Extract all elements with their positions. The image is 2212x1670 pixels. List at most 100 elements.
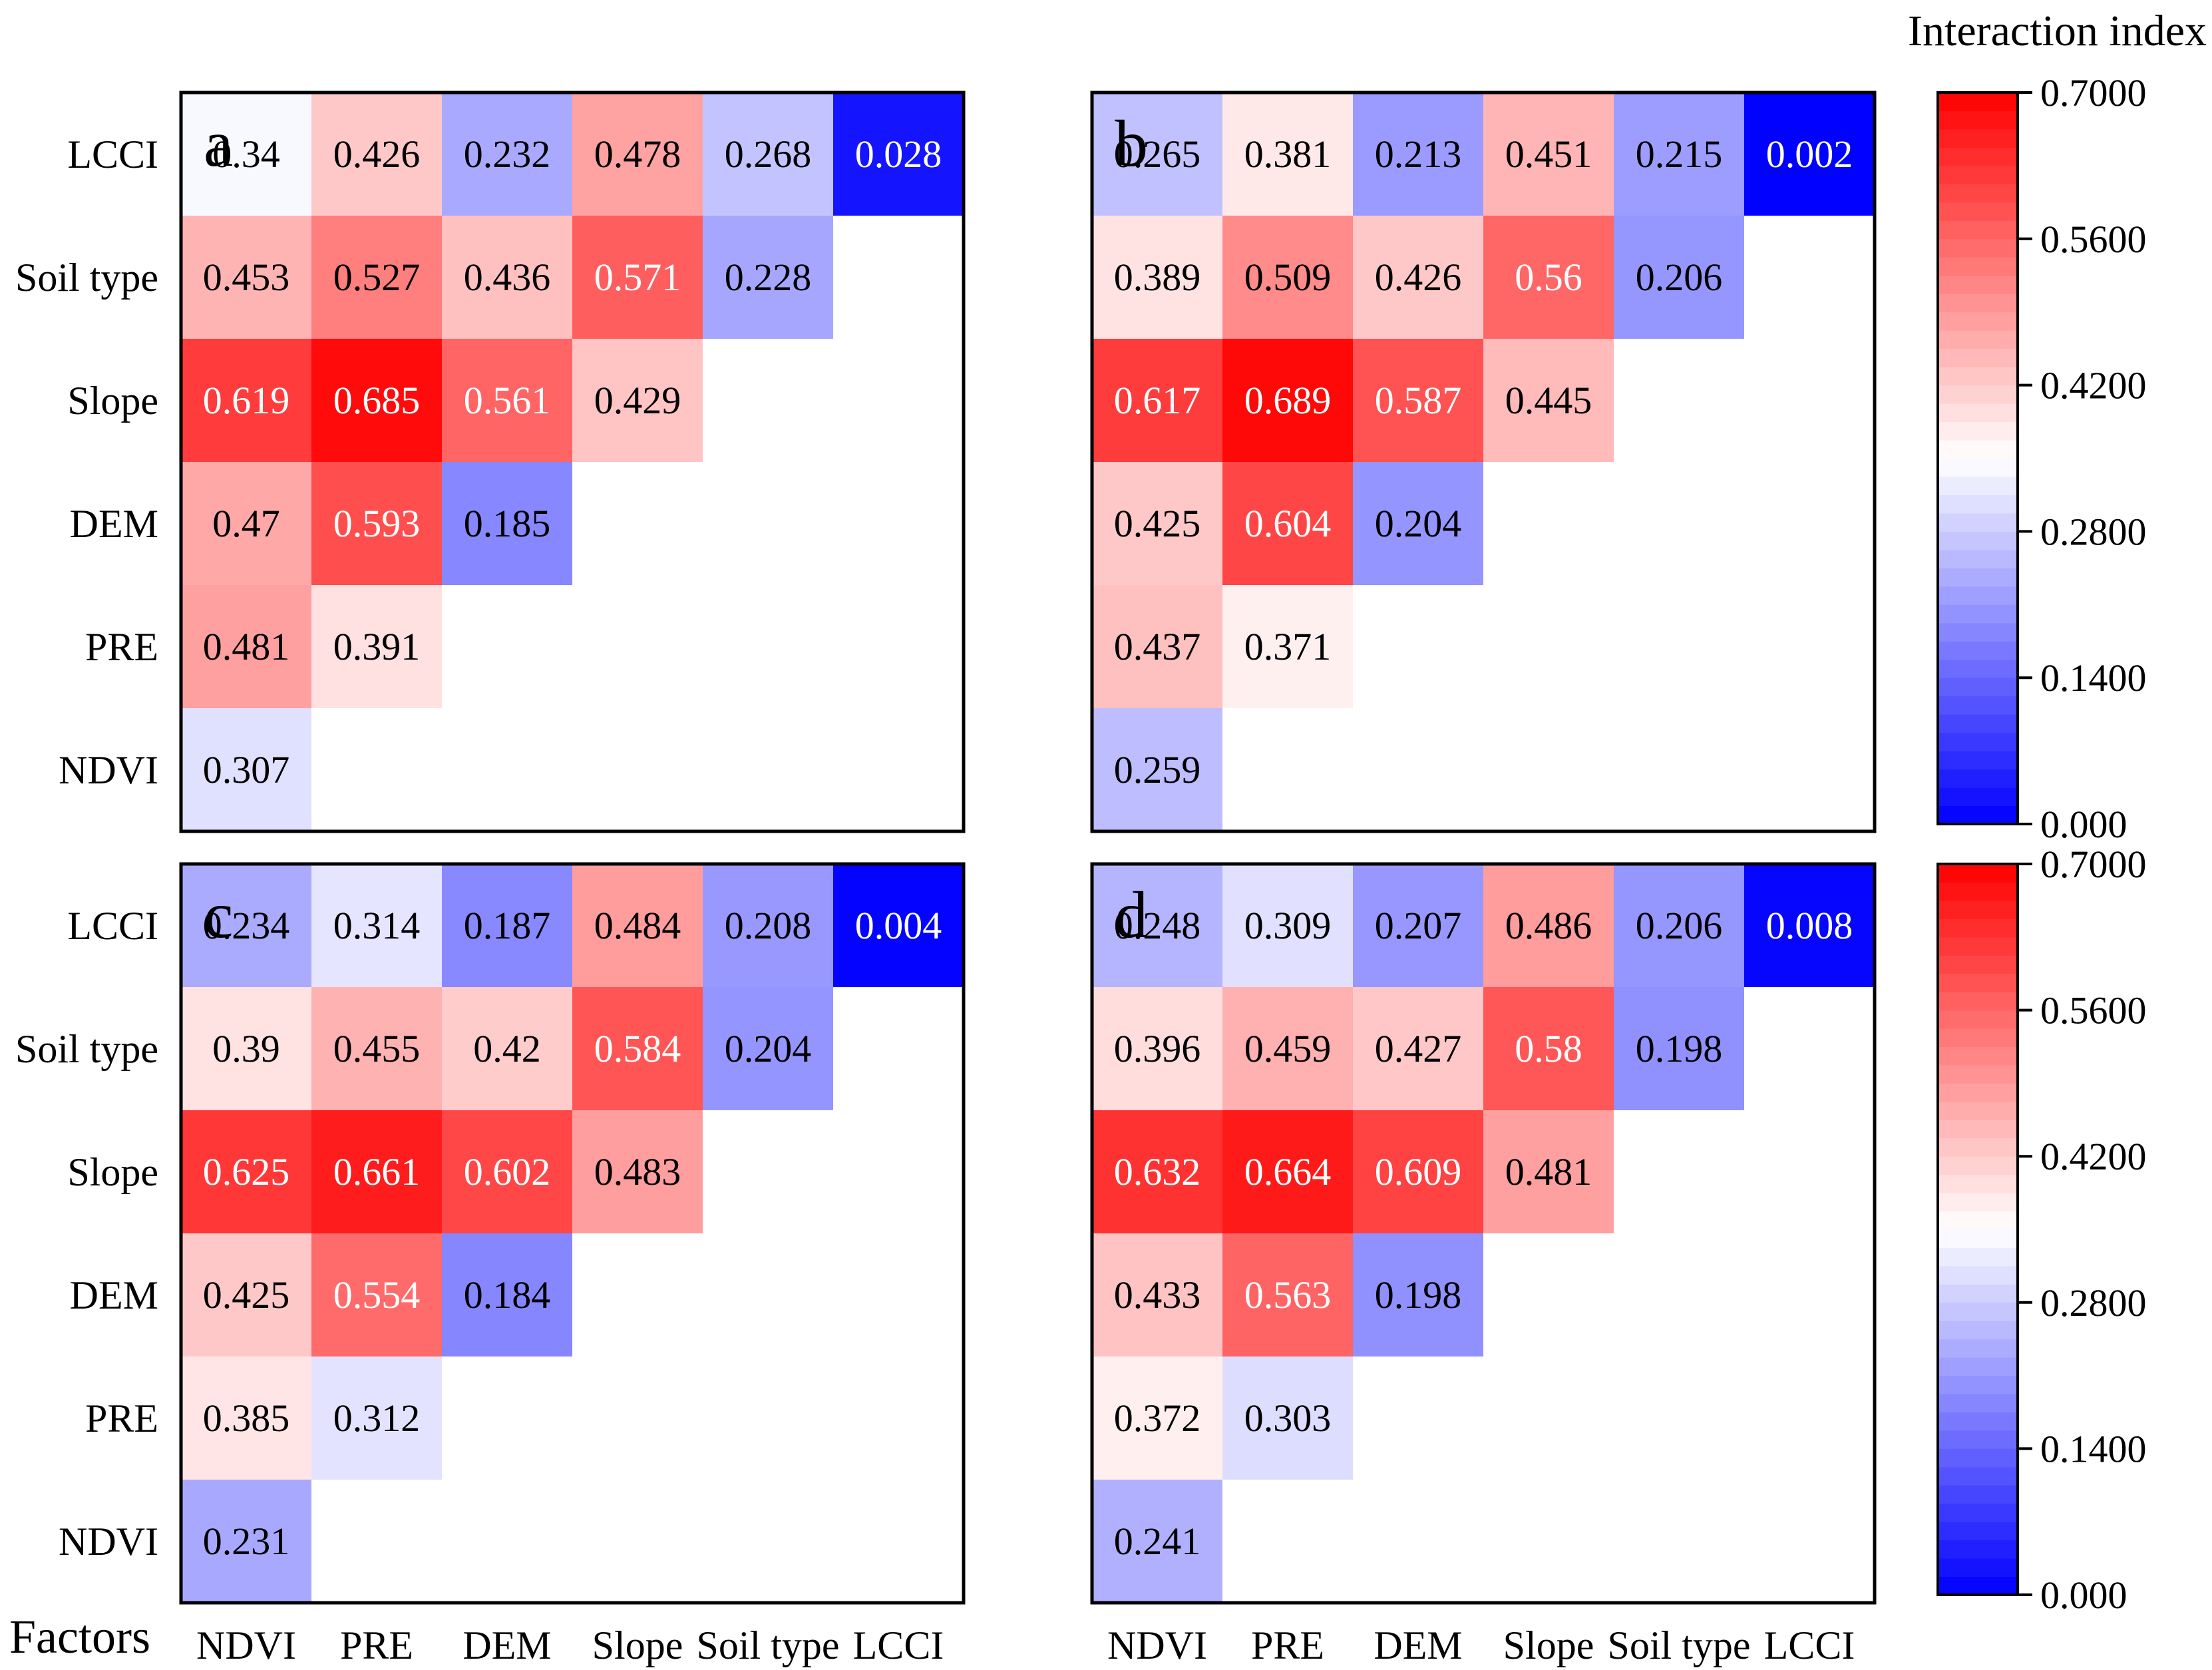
y-tick-label: NDVI <box>59 748 158 792</box>
colorbar-segment <box>1938 110 2018 130</box>
heatmap-cell <box>1092 864 1222 987</box>
x-tick-label: PRE <box>340 1623 413 1667</box>
colorbar-segment <box>1938 750 2018 770</box>
cell-value-label: 0.34 <box>212 132 280 176</box>
heatmap-cell <box>1092 585 1222 708</box>
cell-value-label: 0.436 <box>464 256 551 299</box>
cell-value-label: 0.584 <box>594 1027 681 1070</box>
colorbar-tick-label: 0.7000 <box>2040 843 2147 886</box>
heatmap-cell <box>703 216 833 339</box>
heatmap-cell <box>181 462 311 585</box>
colorbar-segment <box>1938 863 2018 883</box>
panel-frame <box>179 91 966 833</box>
colorbar-segment <box>1938 1521 2018 1541</box>
cell-value-label: 0.509 <box>1244 256 1332 299</box>
cell-value-label: 0.204 <box>725 1027 812 1070</box>
cell-value-label: 0.483 <box>594 1150 681 1193</box>
colorbar-segment <box>1938 165 2018 184</box>
heatmap-cell <box>1222 339 1353 462</box>
colorbar-segment <box>1938 787 2018 807</box>
heatmap-cell <box>1092 987 1222 1110</box>
colorbar-segment <box>1938 238 2018 258</box>
colorbar-segment <box>1938 677 2018 697</box>
cell-value-label: 0.602 <box>464 1150 551 1193</box>
heatmap-cell <box>311 93 442 216</box>
cell-value-label: 0.265 <box>1114 132 1201 176</box>
colorbar-segment <box>1938 954 2018 974</box>
colorbar-segment <box>1938 92 2018 111</box>
heatmap-cell <box>1353 462 1483 585</box>
cell-value-label: 0.213 <box>1375 132 1462 176</box>
cell-value-label: 0.259 <box>1114 748 1201 791</box>
colorbar-segment <box>1938 183 2018 203</box>
cell-value-label: 0.481 <box>203 625 290 668</box>
cell-value-label: 0.208 <box>725 904 812 947</box>
heatmap-cell <box>311 987 442 1110</box>
heatmap-cell <box>1744 93 1875 216</box>
cell-value-label: 0.207 <box>1375 904 1462 947</box>
heatmap-cell <box>181 1233 311 1357</box>
x-tick-label: PRE <box>1251 1623 1324 1667</box>
heatmap-cell <box>1092 708 1222 831</box>
y-tick-label: DEM <box>70 1273 158 1317</box>
cell-value-label: 0.664 <box>1244 1150 1332 1193</box>
colorbar-segment <box>1938 586 2018 605</box>
heatmap-cell <box>1222 93 1353 216</box>
cell-value-label: 0.312 <box>333 1396 421 1440</box>
heatmap-cell <box>703 987 833 1110</box>
colorbar-segment <box>1938 1393 2018 1412</box>
cell-value-label: 0.561 <box>464 379 551 422</box>
cell-value-label: 0.389 <box>1114 256 1201 299</box>
heatmap-cell <box>181 93 311 216</box>
colorbar-tick-label: 0.4200 <box>2040 364 2147 407</box>
colorbar-segment <box>1938 1138 2018 1157</box>
colorbar-segment <box>1938 513 2018 532</box>
heatmap-cell <box>1092 1110 1222 1233</box>
colorbar-segment <box>1938 549 2018 568</box>
heatmap-cell <box>572 216 703 339</box>
colorbar-segment <box>1938 1046 2018 1066</box>
cell-value-label: 0.314 <box>333 904 421 947</box>
heatmap-cell <box>442 864 572 987</box>
heatmap-cell <box>1353 987 1483 1110</box>
heatmap-cell <box>1092 1480 1222 1603</box>
heatmap-cell <box>311 216 442 339</box>
colorbar-tick-label: 0.000 <box>2040 803 2127 846</box>
factors-label: Factors <box>9 1610 150 1663</box>
heatmap-cell <box>181 1110 311 1233</box>
colorbar-segment <box>1938 567 2018 587</box>
heatmap-cell <box>311 462 442 585</box>
colorbar-segment <box>1938 1028 2018 1047</box>
cell-value-label: 0.372 <box>1114 1396 1201 1440</box>
colorbar-tick-label: 0.000 <box>2040 1573 2127 1617</box>
heatmap-cell <box>1222 864 1353 987</box>
colorbar-segment <box>1938 1010 2018 1029</box>
heatmap-cell <box>181 1480 311 1603</box>
cell-value-label: 0.184 <box>464 1273 551 1317</box>
heatmap-cell <box>442 216 572 339</box>
heatmap-cell <box>442 93 572 216</box>
colorbar-segment <box>1938 312 2018 331</box>
cell-value-label: 0.426 <box>333 132 421 176</box>
colorbar-segment <box>1938 366 2018 386</box>
cell-value-label: 0.47 <box>212 502 280 545</box>
heatmap-cell <box>1353 864 1483 987</box>
cell-value-label: 0.425 <box>1114 502 1201 545</box>
colorbar-tick-label: 0.5600 <box>2040 989 2147 1032</box>
colorbar-segment <box>1938 1192 2018 1212</box>
cell-value-label: 0.232 <box>464 132 551 176</box>
colorbar-segment <box>1938 1101 2018 1120</box>
colorbar-segment <box>1938 403 2018 423</box>
cell-value-label: 0.425 <box>203 1273 290 1317</box>
heatmap-cell <box>1222 987 1353 1110</box>
cell-value-label: 0.571 <box>594 256 681 299</box>
heatmap-cell <box>1483 93 1614 216</box>
cell-value-label: 0.56 <box>1515 256 1582 299</box>
heatmap-cell <box>572 987 703 1110</box>
cell-value-label: 0.481 <box>1505 1150 1592 1193</box>
heatmap-cell <box>442 1110 572 1233</box>
heatmap-cell <box>181 216 311 339</box>
colorbar-tick-label: 0.1400 <box>2040 656 2147 700</box>
colorbar-segment <box>1938 494 2018 514</box>
colorbar-segment <box>1938 275 2018 294</box>
